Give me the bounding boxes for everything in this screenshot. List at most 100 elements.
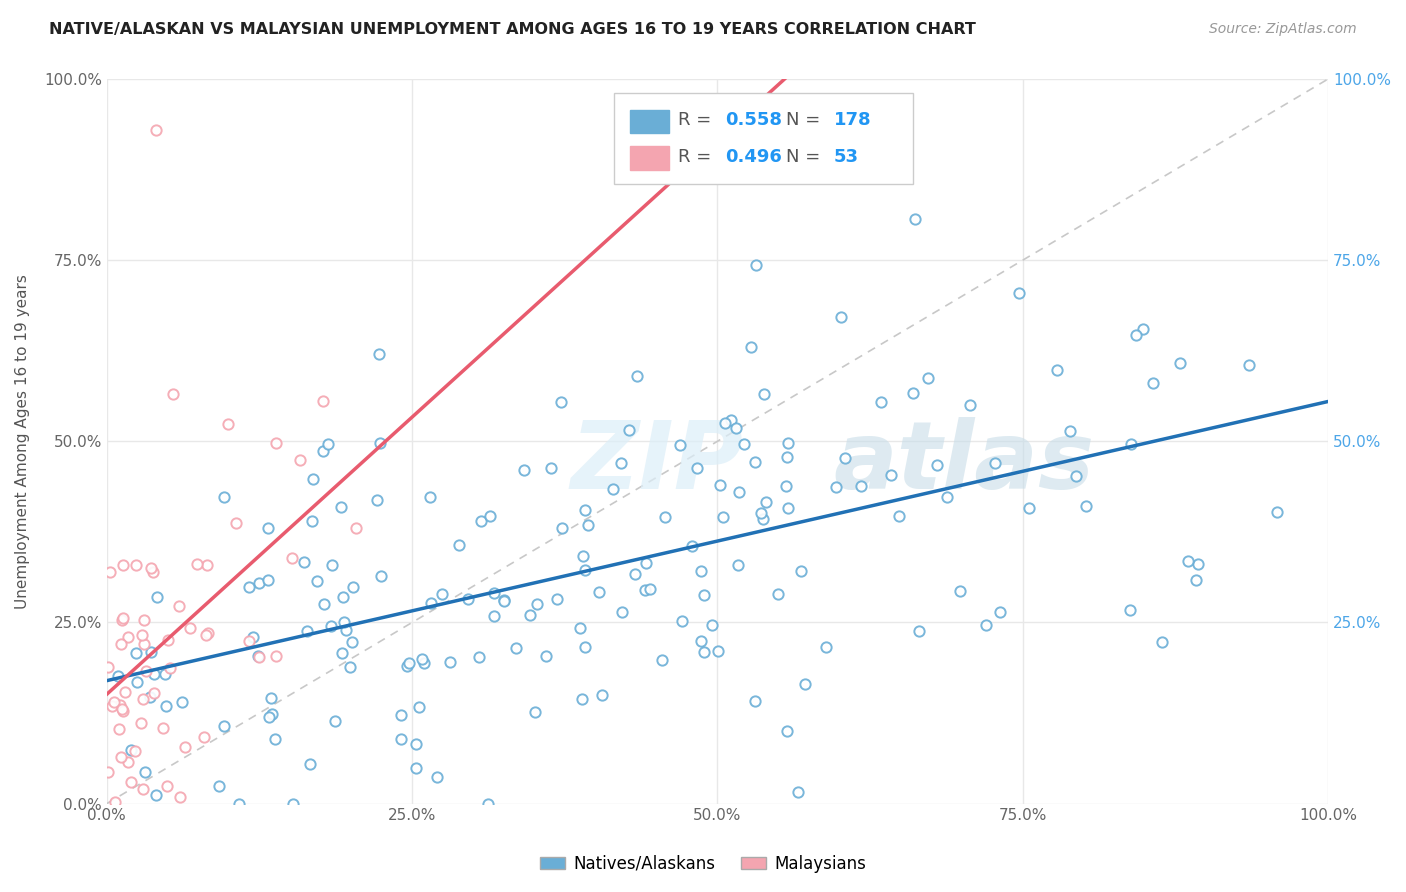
Point <box>138 690 160 704</box>
Point <box>316 436 339 450</box>
Point <box>101 698 124 713</box>
Point <box>145 788 167 802</box>
Text: NATIVE/ALASKAN VS MALAYSIAN UNEMPLOYMENT AMONG AGES 16 TO 19 YEARS CORRELATION C: NATIVE/ALASKAN VS MALAYSIAN UNEMPLOYMENT… <box>49 22 976 37</box>
Point <box>1152 635 1174 649</box>
Point <box>312 444 335 458</box>
Point <box>775 479 797 493</box>
Point <box>247 575 270 590</box>
Point <box>143 686 166 700</box>
Point <box>142 565 165 579</box>
Point <box>112 558 135 572</box>
Point <box>141 561 163 575</box>
Y-axis label: Unemployment Among Ages 16 to 19 years: Unemployment Among Ages 16 to 19 years <box>15 274 30 608</box>
Point <box>879 468 901 483</box>
Point <box>546 591 568 606</box>
Point <box>172 695 194 709</box>
Point <box>330 646 353 660</box>
Point <box>457 591 479 606</box>
Point <box>340 635 363 649</box>
Point <box>889 508 911 523</box>
Point <box>157 633 180 648</box>
Point <box>195 628 218 642</box>
Point <box>693 645 716 659</box>
Text: 0.496: 0.496 <box>724 147 782 166</box>
Text: N =: N = <box>786 147 820 166</box>
Point <box>1059 424 1081 438</box>
Point <box>744 694 766 708</box>
Point <box>681 539 703 553</box>
Point <box>125 647 148 661</box>
Text: R =: R = <box>678 112 711 129</box>
Point <box>714 417 737 431</box>
Point <box>617 423 640 437</box>
Point <box>330 500 353 515</box>
FancyBboxPatch shape <box>630 110 669 133</box>
Point <box>419 490 441 504</box>
Point <box>519 608 541 623</box>
Point <box>389 732 412 747</box>
FancyBboxPatch shape <box>630 146 669 169</box>
Point <box>776 724 799 739</box>
Point <box>574 503 596 517</box>
Point <box>634 582 657 597</box>
Point <box>260 690 283 705</box>
Point <box>776 435 799 450</box>
Point <box>1125 328 1147 343</box>
Point <box>110 637 132 651</box>
Point <box>1008 286 1031 301</box>
Point <box>238 580 260 594</box>
Point <box>110 698 132 712</box>
Point <box>167 599 190 613</box>
Point <box>751 512 773 526</box>
Point <box>526 597 548 611</box>
Point <box>134 613 156 627</box>
Point <box>870 395 893 409</box>
Point <box>1119 437 1142 451</box>
Point <box>335 624 357 638</box>
Point <box>478 509 501 524</box>
Point <box>228 797 250 811</box>
Point <box>550 395 572 409</box>
Point <box>568 620 591 634</box>
Point <box>917 370 939 384</box>
Point <box>494 592 516 607</box>
Point <box>790 564 813 578</box>
Point <box>367 346 389 360</box>
Point <box>186 557 208 571</box>
Point <box>983 456 1005 470</box>
Point <box>174 740 197 755</box>
Legend: Natives/Alaskans, Malaysians: Natives/Alaskans, Malaysians <box>533 848 873 880</box>
Point <box>120 743 142 757</box>
Point <box>482 608 505 623</box>
Point <box>217 417 239 432</box>
Point <box>793 677 815 691</box>
Point <box>1066 468 1088 483</box>
Point <box>624 567 647 582</box>
Point <box>111 613 134 627</box>
Point <box>651 652 673 666</box>
Point <box>536 649 558 664</box>
Point <box>238 633 260 648</box>
Point <box>208 779 231 793</box>
Point <box>344 521 367 535</box>
Point <box>711 509 734 524</box>
Point <box>540 461 562 475</box>
Point <box>214 491 236 505</box>
Point <box>725 420 748 434</box>
Point <box>692 588 714 602</box>
Point <box>370 568 392 582</box>
Point <box>110 750 132 764</box>
Point <box>398 656 420 670</box>
Point <box>117 755 139 769</box>
Point <box>776 500 799 515</box>
Point <box>305 574 328 588</box>
Point <box>197 626 219 640</box>
Text: 53: 53 <box>834 147 859 166</box>
Point <box>524 705 547 719</box>
Point <box>264 435 287 450</box>
Point <box>1132 321 1154 335</box>
Point <box>247 650 270 665</box>
Point <box>179 621 201 635</box>
Point <box>430 587 453 601</box>
Point <box>610 456 633 470</box>
